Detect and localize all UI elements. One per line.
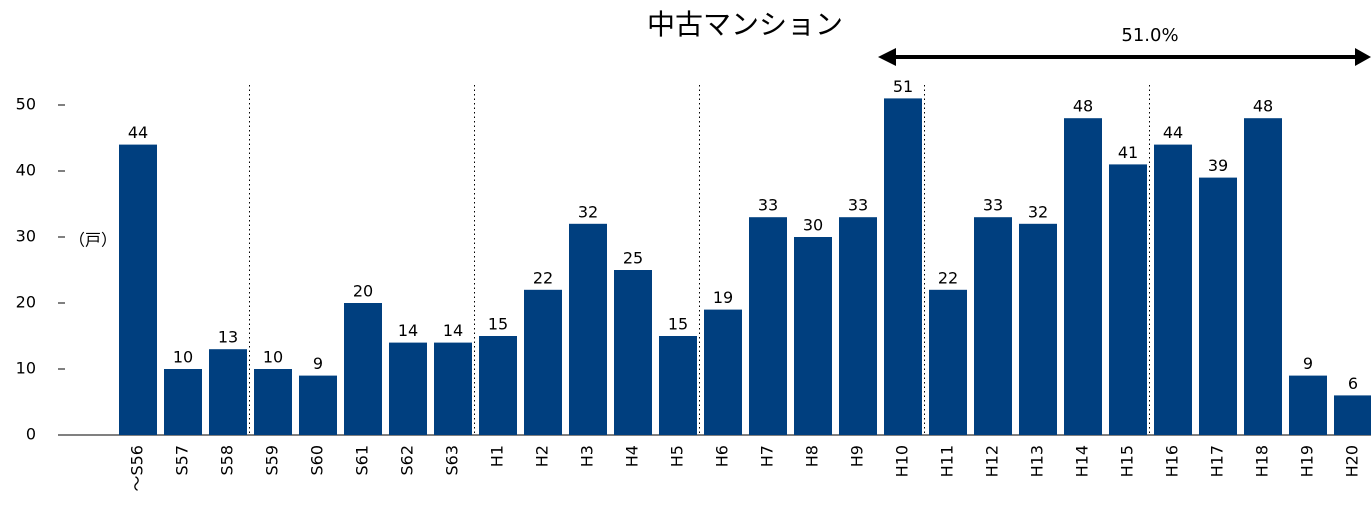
data-label: 13 <box>218 328 238 347</box>
y-tick-label: 0 <box>26 425 36 444</box>
data-label: 15 <box>488 315 508 334</box>
bar <box>1064 118 1102 435</box>
bar <box>209 349 247 435</box>
bar <box>389 342 427 435</box>
x-tick-label: H6 <box>713 445 732 467</box>
data-label: 20 <box>353 282 373 301</box>
y-tick-label: 40 <box>16 161 36 180</box>
data-label: 33 <box>848 196 868 215</box>
x-tick-label: H20 <box>1343 445 1362 477</box>
x-tick-label: H15 <box>1118 445 1137 477</box>
data-label: 25 <box>623 249 643 268</box>
annotation: 51.0% <box>1121 25 1178 46</box>
bar <box>524 289 562 435</box>
x-tick-label: S60 <box>308 445 327 476</box>
data-label: 14 <box>443 321 463 340</box>
bar <box>794 237 832 435</box>
data-label: 41 <box>1118 143 1138 162</box>
bar <box>1109 164 1147 435</box>
bar <box>659 336 697 435</box>
x-tick-label: H19 <box>1298 445 1317 477</box>
x-tick-label: H1 <box>488 445 507 467</box>
data-label: 48 <box>1073 97 1093 116</box>
bar <box>1019 223 1057 435</box>
bar <box>704 309 742 435</box>
data-label: 33 <box>758 196 778 215</box>
x-tick-label: H10 <box>893 445 912 477</box>
x-tick-label: ～S56 <box>128 445 147 492</box>
bar <box>884 98 922 436</box>
chart-title: 中古マンション <box>647 8 843 41</box>
bar <box>974 217 1012 435</box>
data-label: 22 <box>938 268 958 287</box>
x-tick-label: S63 <box>443 445 462 476</box>
data-label: 51 <box>893 77 913 96</box>
data-label: 30 <box>803 216 823 235</box>
bar <box>164 369 202 435</box>
bar <box>1244 118 1282 435</box>
data-label: 33 <box>983 196 1003 215</box>
bar <box>254 369 292 435</box>
y-tick-label: 30 <box>16 227 36 246</box>
x-tick-label: H18 <box>1253 445 1272 477</box>
bar <box>119 144 157 435</box>
x-tick-label: H12 <box>983 445 1002 477</box>
bar <box>1289 375 1327 435</box>
data-label: 44 <box>1163 123 1183 142</box>
data-label: 14 <box>398 321 418 340</box>
data-label: 44 <box>128 123 148 142</box>
x-tick-label: S62 <box>398 445 417 476</box>
x-tick-label: H3 <box>578 445 597 467</box>
bar <box>434 342 472 435</box>
x-tick-label: H17 <box>1208 445 1227 477</box>
data-label: 15 <box>668 315 688 334</box>
y-axis-label: （戸） <box>69 231 117 250</box>
bar <box>344 303 382 435</box>
x-tick-label: S59 <box>263 445 282 476</box>
y-tick-label: 10 <box>16 359 36 378</box>
bar <box>299 375 337 435</box>
x-tick-label: H11 <box>938 445 957 477</box>
x-tick-label: H8 <box>803 445 822 467</box>
bar <box>1199 177 1237 435</box>
x-tick-label: S58 <box>218 445 237 476</box>
y-tick-label: 50 <box>16 95 36 114</box>
x-tick-label: H7 <box>758 445 777 467</box>
data-label: 9 <box>1303 354 1313 373</box>
x-tick-label: S61 <box>353 445 372 476</box>
x-tick-label: H2 <box>533 445 552 467</box>
x-tick-label: H4 <box>623 445 642 467</box>
bar <box>929 289 967 435</box>
x-tick-label: H14 <box>1073 445 1092 477</box>
x-tick-label: H5 <box>668 445 687 467</box>
data-label: 19 <box>713 288 733 307</box>
data-label: 9 <box>313 354 323 373</box>
bar <box>569 223 607 435</box>
x-tick-label: H16 <box>1163 445 1182 477</box>
data-label: 10 <box>263 348 283 367</box>
data-label: 48 <box>1253 97 1273 116</box>
data-label: 10 <box>173 348 193 367</box>
bar <box>614 270 652 435</box>
x-tick-label: H13 <box>1028 445 1047 477</box>
data-label: 39 <box>1208 156 1228 175</box>
bar <box>1334 395 1371 435</box>
x-tick-label: H9 <box>848 445 867 467</box>
x-tick-label: S57 <box>173 445 192 476</box>
data-label: 32 <box>1028 202 1048 221</box>
bar <box>1154 144 1192 435</box>
bar <box>749 217 787 435</box>
y-tick-label: 20 <box>16 293 36 312</box>
bar <box>479 336 517 435</box>
range-arrow <box>878 48 1371 66</box>
data-label: 6 <box>1348 374 1358 393</box>
data-label: 22 <box>533 268 553 287</box>
data-label: 32 <box>578 202 598 221</box>
bar <box>839 217 877 435</box>
